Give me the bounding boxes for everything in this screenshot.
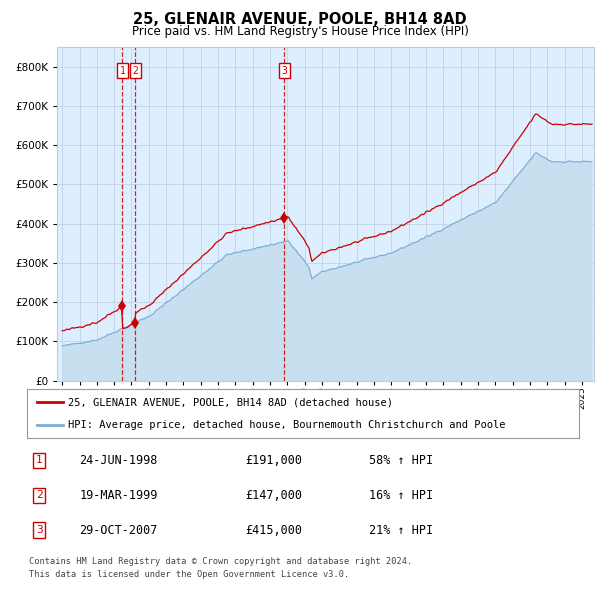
Text: 21% ↑ HPI: 21% ↑ HPI — [369, 524, 433, 537]
Text: 25, GLENAIR AVENUE, POOLE, BH14 8AD (detached house): 25, GLENAIR AVENUE, POOLE, BH14 8AD (det… — [68, 398, 394, 408]
Text: 2: 2 — [36, 490, 43, 500]
Text: Price paid vs. HM Land Registry's House Price Index (HPI): Price paid vs. HM Land Registry's House … — [131, 25, 469, 38]
Text: This data is licensed under the Open Government Licence v3.0.: This data is licensed under the Open Gov… — [29, 570, 349, 579]
Text: 16% ↑ HPI: 16% ↑ HPI — [369, 489, 433, 502]
Text: £147,000: £147,000 — [245, 489, 302, 502]
Text: 58% ↑ HPI: 58% ↑ HPI — [369, 454, 433, 467]
Text: 24-JUN-1998: 24-JUN-1998 — [79, 454, 158, 467]
Text: 2: 2 — [133, 65, 138, 76]
Text: 29-OCT-2007: 29-OCT-2007 — [79, 524, 158, 537]
Text: 3: 3 — [281, 65, 287, 76]
Text: Contains HM Land Registry data © Crown copyright and database right 2024.: Contains HM Land Registry data © Crown c… — [29, 557, 412, 566]
Text: 19-MAR-1999: 19-MAR-1999 — [79, 489, 158, 502]
Text: £415,000: £415,000 — [245, 524, 302, 537]
Text: 3: 3 — [36, 525, 43, 535]
Text: 1: 1 — [119, 65, 125, 76]
Text: 1: 1 — [36, 455, 43, 466]
Text: £191,000: £191,000 — [245, 454, 302, 467]
Text: HPI: Average price, detached house, Bournemouth Christchurch and Poole: HPI: Average price, detached house, Bour… — [68, 419, 506, 430]
Text: 25, GLENAIR AVENUE, POOLE, BH14 8AD: 25, GLENAIR AVENUE, POOLE, BH14 8AD — [133, 12, 467, 27]
